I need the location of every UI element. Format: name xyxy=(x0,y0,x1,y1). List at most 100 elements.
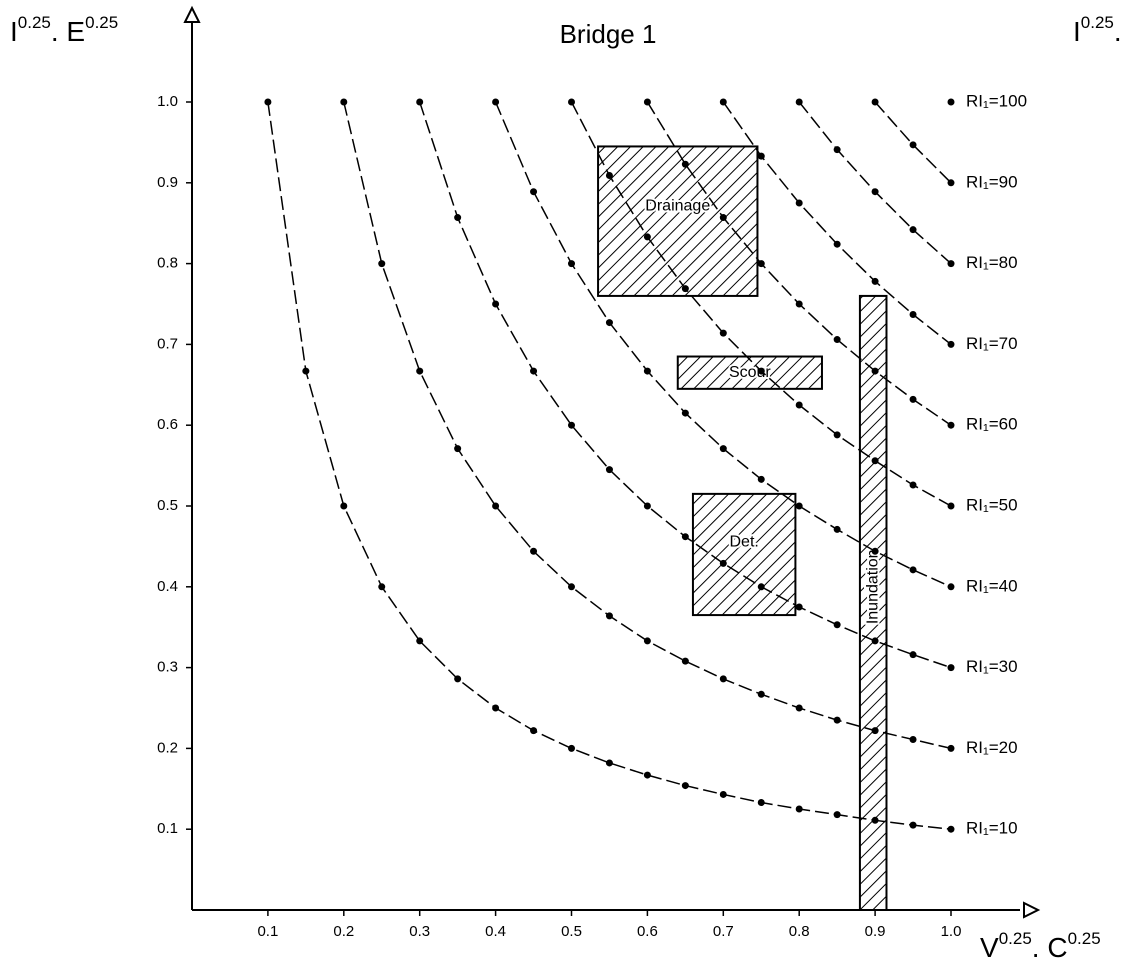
point xyxy=(871,277,879,285)
point xyxy=(833,240,841,248)
y-axis-label: I0.25. E0.25 xyxy=(10,13,118,47)
y-tick-label: 0.7 xyxy=(157,335,178,352)
point xyxy=(530,727,538,735)
y-tick-label: 0.5 xyxy=(157,497,178,514)
point xyxy=(871,637,879,645)
point xyxy=(530,367,538,375)
superscript: 0.25 xyxy=(18,13,51,32)
point xyxy=(416,367,424,375)
superscript: 0.25 xyxy=(1068,929,1101,948)
point xyxy=(947,340,955,348)
point xyxy=(909,226,917,234)
point xyxy=(909,395,917,403)
point xyxy=(871,727,879,735)
point xyxy=(492,300,500,308)
point xyxy=(757,799,765,807)
point xyxy=(568,583,575,591)
y-tick-label: 0.8 xyxy=(157,255,178,272)
point xyxy=(719,445,727,453)
point xyxy=(643,367,651,375)
region xyxy=(691,492,797,617)
point xyxy=(378,583,386,591)
superscript: 0.25 xyxy=(85,13,118,32)
legend-label: RI₁=20 xyxy=(966,738,1018,757)
point xyxy=(833,146,841,154)
curve xyxy=(798,101,952,265)
x-tick-label: 0.8 xyxy=(789,923,810,940)
point xyxy=(871,98,879,106)
x-tick-label: 0.2 xyxy=(333,923,354,940)
point xyxy=(719,98,727,106)
point xyxy=(681,657,689,665)
point xyxy=(492,704,500,712)
point xyxy=(605,172,613,180)
point xyxy=(643,637,651,645)
axis-label-text: I0.25. xyxy=(1073,13,1122,47)
point xyxy=(681,160,689,168)
x-axis-label: V0.25. C0.25 xyxy=(980,929,1101,963)
y-tick-label: 0.3 xyxy=(157,659,178,676)
x-tick-label: 0.3 xyxy=(409,923,430,940)
point xyxy=(605,759,613,767)
point xyxy=(833,431,841,439)
label-part: . E xyxy=(51,16,85,47)
point xyxy=(909,481,917,489)
point xyxy=(833,716,841,724)
point xyxy=(454,214,462,222)
point xyxy=(795,502,803,510)
point xyxy=(530,547,538,555)
y-tick-label: 0.4 xyxy=(157,578,178,595)
point xyxy=(264,98,272,106)
point xyxy=(909,736,917,744)
point xyxy=(795,300,803,308)
point xyxy=(947,502,955,510)
point xyxy=(643,98,651,106)
x-tick-label: 0.9 xyxy=(865,923,886,940)
point xyxy=(416,637,424,645)
point xyxy=(757,475,765,483)
point xyxy=(909,651,917,659)
legend-label: RI₁=30 xyxy=(966,657,1018,676)
region-label: Drainage xyxy=(645,197,710,214)
legend-label: RI₁=80 xyxy=(966,253,1018,272)
x-tick-label: 0.6 xyxy=(637,923,658,940)
label-part: I xyxy=(1073,16,1081,47)
point xyxy=(947,260,955,268)
point xyxy=(871,188,879,196)
point xyxy=(909,141,917,149)
region xyxy=(676,355,823,390)
y-arrow xyxy=(183,5,201,23)
point xyxy=(681,533,689,541)
y-tick-label: 0.6 xyxy=(157,416,178,433)
point xyxy=(340,502,348,510)
point xyxy=(681,782,689,790)
point xyxy=(833,811,841,819)
point xyxy=(719,559,727,567)
point xyxy=(302,367,310,375)
point xyxy=(947,664,955,672)
legend-label: RI₁=60 xyxy=(966,415,1018,434)
superscript: 0.25 xyxy=(999,929,1032,948)
point xyxy=(719,675,727,683)
point xyxy=(757,260,765,268)
point xyxy=(795,704,803,712)
point xyxy=(909,311,917,319)
point xyxy=(871,816,879,824)
y-tick-label: 1.0 xyxy=(157,93,178,110)
label-part: . xyxy=(1114,16,1122,47)
x-arrow xyxy=(1023,901,1041,919)
point xyxy=(643,502,651,510)
point xyxy=(947,744,955,752)
point xyxy=(909,821,917,829)
point xyxy=(681,409,689,417)
legend-label: RI₁=70 xyxy=(966,334,1018,353)
point xyxy=(947,825,955,833)
label-part: V xyxy=(980,932,999,963)
point xyxy=(568,260,575,268)
point xyxy=(947,98,955,106)
y-tick-label: 0.9 xyxy=(157,174,178,191)
point xyxy=(795,199,803,207)
point xyxy=(568,98,575,106)
point xyxy=(757,367,765,375)
